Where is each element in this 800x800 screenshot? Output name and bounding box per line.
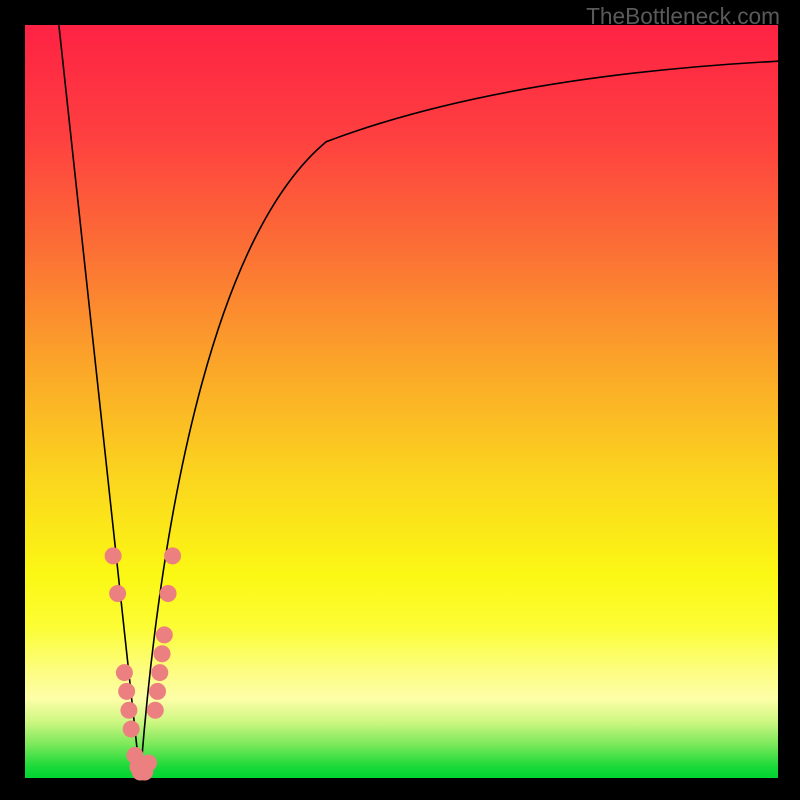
data-marker bbox=[147, 702, 164, 719]
data-marker bbox=[149, 683, 166, 700]
curve-right-branch bbox=[140, 61, 778, 778]
chart-root: { "type": "line", "canvas": { "width": 8… bbox=[0, 0, 800, 800]
watermark-text: TheBottleneck.com bbox=[586, 3, 780, 30]
plot-area bbox=[25, 25, 778, 778]
data-marker bbox=[118, 683, 135, 700]
data-marker bbox=[151, 664, 168, 681]
data-marker bbox=[156, 626, 173, 643]
data-marker bbox=[154, 645, 171, 662]
data-marker bbox=[116, 664, 133, 681]
data-marker bbox=[160, 585, 177, 602]
curve-layer bbox=[25, 25, 778, 778]
data-marker bbox=[123, 721, 140, 738]
data-marker bbox=[109, 585, 126, 602]
data-marker bbox=[105, 547, 122, 564]
data-marker bbox=[120, 702, 137, 719]
data-marker bbox=[164, 547, 181, 564]
data-marker bbox=[140, 754, 157, 771]
